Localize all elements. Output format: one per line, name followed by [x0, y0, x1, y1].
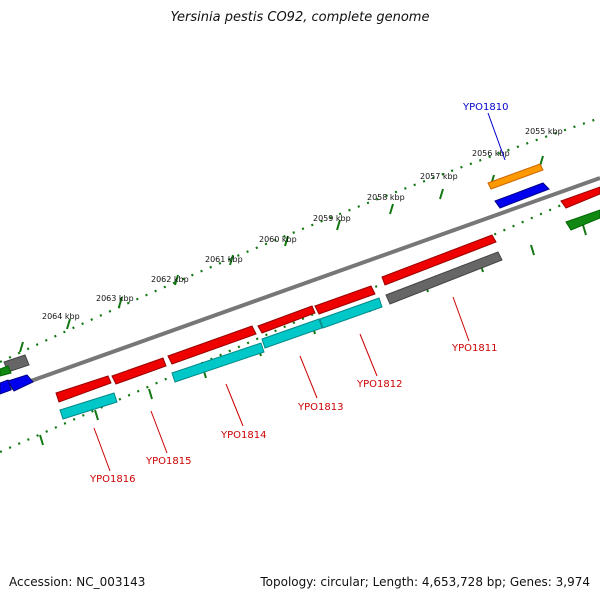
feature-gray-ypo1811[interactable]	[385, 251, 503, 305]
feature-orange-ypo1810[interactable]	[487, 163, 544, 190]
gene-label-ypo1811[interactable]: YPO1811	[451, 343, 497, 354]
ruler-label-2063: 2063 kbp	[96, 294, 134, 303]
accession-label: Accession: NC_003143	[9, 575, 146, 589]
callout-line-ypo1810	[487, 112, 506, 161]
gene-label-ypo1810[interactable]: YPO1810	[462, 102, 508, 113]
ruler-label-2064: 2064 kbp	[42, 312, 80, 321]
cds-ypo1816[interactable]	[55, 375, 112, 403]
ruler-label-2055: 2055 kbp	[525, 127, 563, 136]
ruler-label-2058: 2058 kbp	[367, 193, 405, 202]
rna-ypo1813[interactable]	[261, 318, 323, 349]
ruler-label-2056: 2056 kbp	[472, 149, 510, 158]
gene-label-ypo1816[interactable]: YPO1816	[89, 474, 135, 485]
rna-ypo1814[interactable]	[171, 342, 265, 383]
ruler-label-2062: 2062 kbp	[151, 275, 189, 284]
rna-ypo1816[interactable]	[59, 392, 118, 420]
callout-line-ypo1814	[225, 383, 244, 427]
feature-blue-left-2[interactable]	[7, 374, 34, 392]
cds-ypo1815[interactable]	[111, 357, 167, 385]
rna-ypo1812[interactable]	[319, 297, 383, 329]
genome-backbone	[0, 176, 600, 394]
ruler-label-2059: 2059 kbp	[313, 214, 351, 223]
callout-line-ypo1812	[359, 333, 378, 377]
cds-ypo1812[interactable]	[314, 285, 376, 315]
feature-blue-left-1[interactable]	[0, 379, 12, 395]
feature-blue-upper-1[interactable]	[494, 182, 550, 209]
callout-line-ypo1813	[299, 355, 318, 399]
feature-red-upper-right[interactable]	[560, 186, 600, 209]
ruler-label-2061: 2061 kbp	[205, 255, 243, 264]
callout-line-ypo1815	[150, 410, 168, 454]
cds-ypo1811-upper[interactable]	[381, 234, 497, 286]
feature-green-left[interactable]	[0, 365, 12, 377]
outer-major-ticks	[19, 155, 544, 353]
feature-green-upper-right[interactable]	[565, 209, 600, 231]
callout-line-ypo1816	[93, 427, 111, 472]
callout-line-ypo1811	[452, 296, 470, 342]
gene-label-ypo1812[interactable]: YPO1812	[356, 379, 402, 390]
cds-ypo1813[interactable]	[257, 305, 316, 334]
topology-summary: Topology: circular; Length: 4,653,728 bp…	[260, 575, 590, 589]
gene-label-ypo1815[interactable]: YPO1815	[145, 456, 191, 467]
map-title: Yersinia pestis CO92, complete genome	[170, 10, 430, 25]
cds-ypo1814[interactable]	[167, 325, 257, 365]
gene-label-ypo1814[interactable]: YPO1814	[220, 430, 266, 441]
gene-label-ypo1813[interactable]: YPO1813	[297, 402, 343, 413]
ruler-label-2057: 2057 kbp	[420, 172, 458, 181]
ruler-label-2060: 2060 kbp	[259, 235, 297, 244]
